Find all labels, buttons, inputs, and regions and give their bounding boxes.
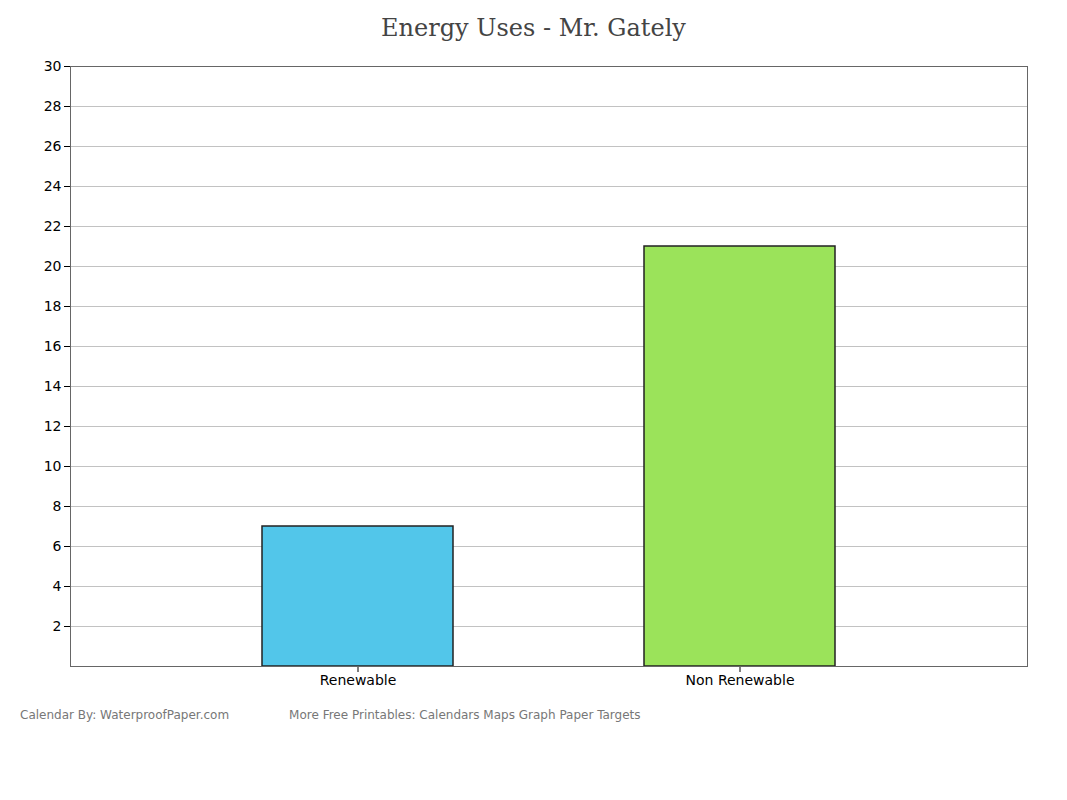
svg-text:10: 10: [44, 458, 62, 474]
svg-text:14: 14: [44, 378, 62, 394]
svg-text:12: 12: [44, 418, 62, 434]
svg-text:16: 16: [44, 338, 62, 354]
svg-text:2: 2: [53, 618, 62, 634]
svg-text:4: 4: [53, 578, 62, 594]
svg-text:18: 18: [44, 298, 62, 314]
html-text:Energy Uses - Mr. Gately: Energy Uses - Mr. Gately: [381, 14, 686, 42]
svg-text:20: 20: [44, 258, 62, 274]
svg-text:8: 8: [53, 498, 62, 514]
html-text:More Free Printables: Calendar: More Free Printables: Calendars Maps Gra…: [289, 708, 641, 722]
svg-text:24: 24: [44, 178, 62, 194]
svg-text:Non Renewable: Non Renewable: [686, 672, 795, 688]
svg-text:6: 6: [53, 538, 62, 554]
svg-text:26: 26: [44, 138, 62, 154]
html-text:Calendar By: WaterproofPaper.c: Calendar By: WaterproofPaper.com: [20, 708, 230, 722]
svg-text:30: 30: [44, 58, 62, 74]
svg-text:22: 22: [44, 218, 62, 234]
svg-text:Renewable: Renewable: [320, 672, 397, 688]
svg-text:28: 28: [44, 98, 62, 114]
